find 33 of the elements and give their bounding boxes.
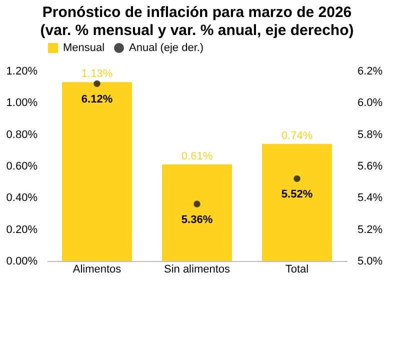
bar xyxy=(262,144,332,261)
point xyxy=(294,175,300,182)
y-tick-label: 0.60% xyxy=(6,160,38,172)
y-tick-label: 0.20% xyxy=(6,224,38,236)
y-tick-label: 1.00% xyxy=(6,97,38,110)
data-label: 6.12% xyxy=(81,94,113,106)
y-tick-label: 0.00% xyxy=(6,256,38,268)
x-tick-label: Total xyxy=(285,264,309,276)
y-tick-label: 0.40% xyxy=(6,192,38,204)
legend-label: Mensual xyxy=(63,42,105,54)
point xyxy=(94,80,100,88)
data-label: 0.74% xyxy=(281,130,313,142)
y2-tick-label: 5.6% xyxy=(358,160,383,172)
point xyxy=(194,200,200,208)
y2-tick-label: 6.2% xyxy=(358,66,383,78)
bar xyxy=(162,164,232,261)
y2-tick-label: 6.0% xyxy=(358,97,383,110)
x-tick-label: Sin alimentos xyxy=(164,264,231,276)
data-label: 5.52% xyxy=(281,188,313,201)
data-label: 5.36% xyxy=(181,214,213,226)
data-label: 0.61% xyxy=(181,150,213,162)
bar xyxy=(62,82,132,261)
y2-tick-label: 5.0% xyxy=(358,256,383,268)
chart-subtitle: (var. % mensual y var. % anual, eje derecho) xyxy=(40,22,354,39)
x-tick-label: Alimentos xyxy=(72,264,122,276)
chart-title: Pronóstico de inflación para marzo de 2026 xyxy=(42,4,352,21)
y-tick-label: 1.20% xyxy=(6,66,38,78)
data-label: 1.13% xyxy=(81,68,113,80)
y-tick-label: 0.80% xyxy=(6,128,38,141)
y2-tick-label: 5.4% xyxy=(358,192,383,204)
y2-tick-label: 5.2% xyxy=(358,224,383,236)
legend-label: Anual (eje der.) xyxy=(129,42,204,54)
y2-tick-label: 5.8% xyxy=(358,128,383,141)
